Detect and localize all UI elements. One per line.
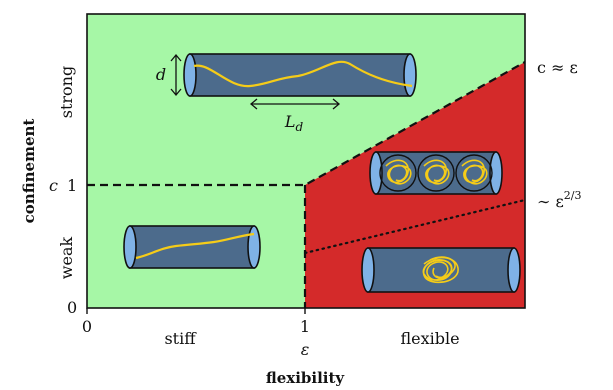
y-region-strong: strong — [57, 66, 76, 118]
x-region-flexible: flexible — [400, 329, 459, 348]
inset-tube-strong-flexible — [369, 151, 503, 195]
polymer-strand — [135, 232, 255, 260]
polymer-blob — [422, 256, 459, 284]
y-tick-prefix: c — [49, 176, 58, 195]
x-tick-label-1: 1 — [300, 317, 310, 336]
y-axis-title: confinement — [20, 119, 38, 224]
plot-frame — [86, 13, 526, 309]
dotted-boundary — [303, 198, 527, 255]
polymer-blobs — [385, 159, 488, 185]
upper-line-label: c ≈ ε — [537, 58, 578, 77]
length-label: Ld — [284, 112, 304, 134]
lower-line-label: ∼ ε2/3 — [537, 189, 581, 211]
dashed-boundary-upper — [87, 61, 526, 187]
polymer-strand — [193, 60, 413, 88]
x-tick-label-0: 0 — [82, 317, 92, 336]
x-region-stiff: stiff — [164, 329, 197, 348]
x-axis-title: flexibility — [266, 369, 346, 387]
y-region-weak: weak — [57, 237, 76, 280]
inset-tube-weak-flexible — [361, 247, 521, 293]
y-tick-label-0: 0 — [67, 298, 77, 317]
y-tick-label-1: 1 — [67, 176, 77, 195]
diameter-label: d — [156, 65, 166, 84]
inset-tube-weak-stiff — [123, 225, 261, 269]
inset-tube-strong-stiff — [183, 53, 417, 97]
x-tick-sub-1: ε — [301, 340, 310, 359]
